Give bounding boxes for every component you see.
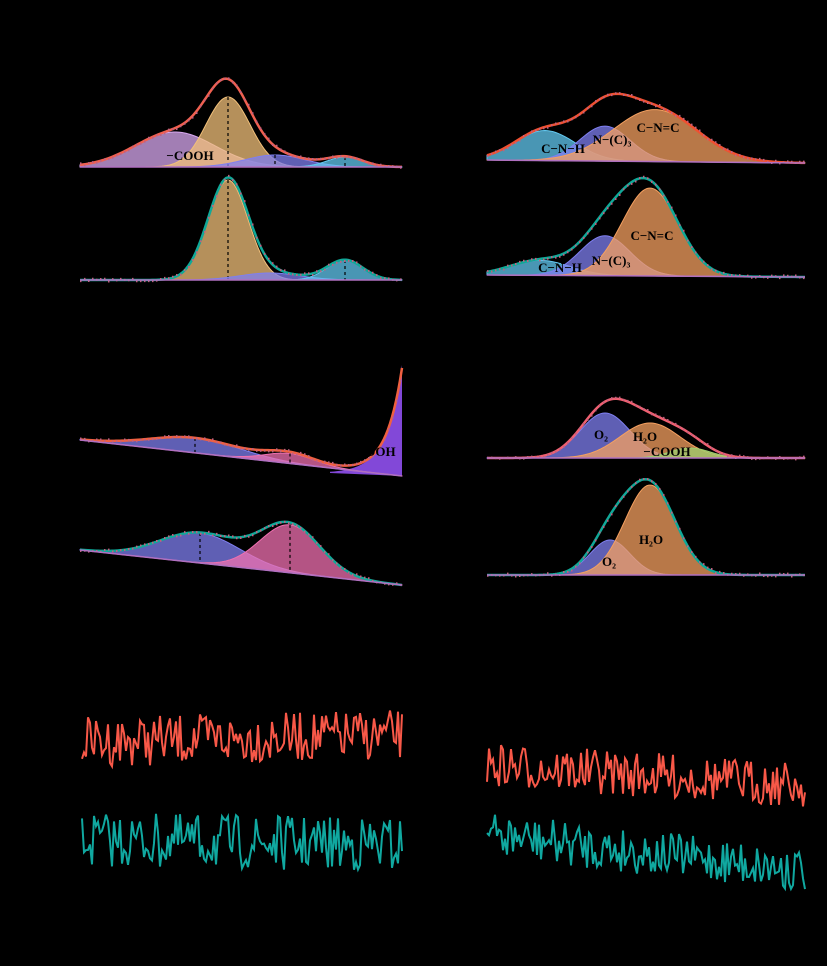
- peak-label: N−(C)₃: [592, 253, 631, 268]
- spectra: [79, 77, 806, 892]
- labels: −COOH C−N−H N−(C)₃ C−N=C C−N−H N−(C)₃ C−…: [166, 120, 690, 569]
- raw-points: [80, 77, 402, 169]
- peak-label: N−(C)₃: [593, 132, 632, 147]
- peak-label: O₂: [602, 554, 616, 569]
- trace: [81, 710, 403, 770]
- peak-label: H₂O: [639, 532, 663, 547]
- trace: [486, 814, 806, 892]
- peak-label: C−N−H: [541, 141, 585, 156]
- baseline: [79, 549, 403, 586]
- baseline: [486, 274, 806, 278]
- peak-label: O₂: [594, 427, 608, 442]
- baseline: [486, 159, 806, 164]
- trace: [486, 744, 806, 807]
- raw-points: [80, 379, 402, 467]
- peak-label: H₂O: [633, 429, 657, 444]
- raw-points: [487, 175, 805, 280]
- peak-label: −COOH: [166, 148, 213, 163]
- peak-label: −COOH: [643, 444, 690, 459]
- trace: [81, 812, 403, 873]
- peak-label: −COOH: [348, 444, 395, 459]
- fit-peak: [330, 364, 402, 476]
- peak-label: C−N=C: [637, 120, 680, 135]
- baseline: [79, 439, 403, 477]
- peak-label: C−N−H: [538, 260, 582, 275]
- raw-points: [80, 520, 402, 586]
- peak-label: C−N=C: [631, 228, 674, 243]
